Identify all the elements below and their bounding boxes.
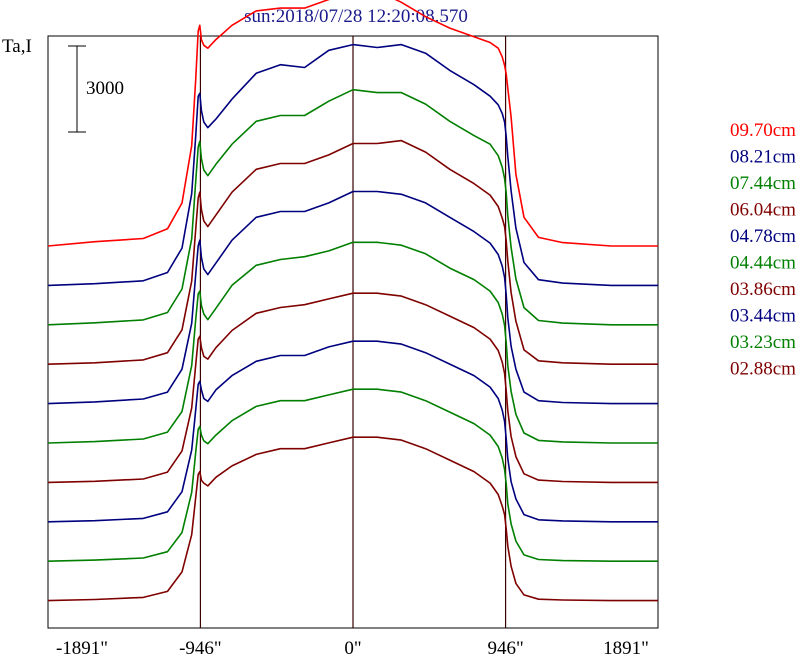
legend-entry-3: 06.04cm <box>730 200 796 221</box>
series-line-5 <box>47 241 658 444</box>
legend-entry-4: 04.78cm <box>730 226 796 247</box>
y-axis-label: Ta,I <box>2 36 32 57</box>
vertical-markers <box>199 36 507 628</box>
series-line-1 <box>47 43 658 287</box>
series-line-8 <box>47 388 658 562</box>
x-tick-label-0: -1891" <box>56 638 108 659</box>
scale-bar: 3000 <box>68 45 124 133</box>
scale-bar-label: 3000 <box>86 78 124 99</box>
legend-entry-2: 07.44cm <box>730 173 796 194</box>
series-line-0 <box>47 0 658 247</box>
x-tick-label-4: 1891" <box>603 638 649 659</box>
x-tick-label-1: -946" <box>179 638 222 659</box>
series-lines <box>47 0 658 602</box>
legend-entry-8: 03.23cm <box>730 332 796 353</box>
series-line-2 <box>47 88 658 326</box>
legend-entry-7: 03.44cm <box>730 306 796 327</box>
series-line-4 <box>47 190 658 405</box>
legend-entry-5: 04.44cm <box>730 253 796 274</box>
chart-title: sun:2018/07/28 12:20:08.570 <box>244 6 468 27</box>
series-line-3 <box>47 139 658 365</box>
x-tick-labels: -1891" -946" 0" 946" 1891" <box>56 638 649 659</box>
series-line-7 <box>47 340 658 523</box>
series-line-6 <box>47 292 658 484</box>
series-line-9 <box>47 436 658 602</box>
legend-entry-0: 09.70cm <box>730 120 796 141</box>
legend-entry-6: 03.86cm <box>730 279 796 300</box>
legend-entry-1: 08.21cm <box>730 147 796 168</box>
legend: 09.70cm 08.21cm 07.44cm 06.04cm 04.78cm 04.44… <box>730 120 796 380</box>
x-tick-label-2: 0" <box>344 638 361 659</box>
x-tick-label-3: 946" <box>487 638 523 659</box>
legend-entry-9: 02.88cm <box>730 359 796 380</box>
